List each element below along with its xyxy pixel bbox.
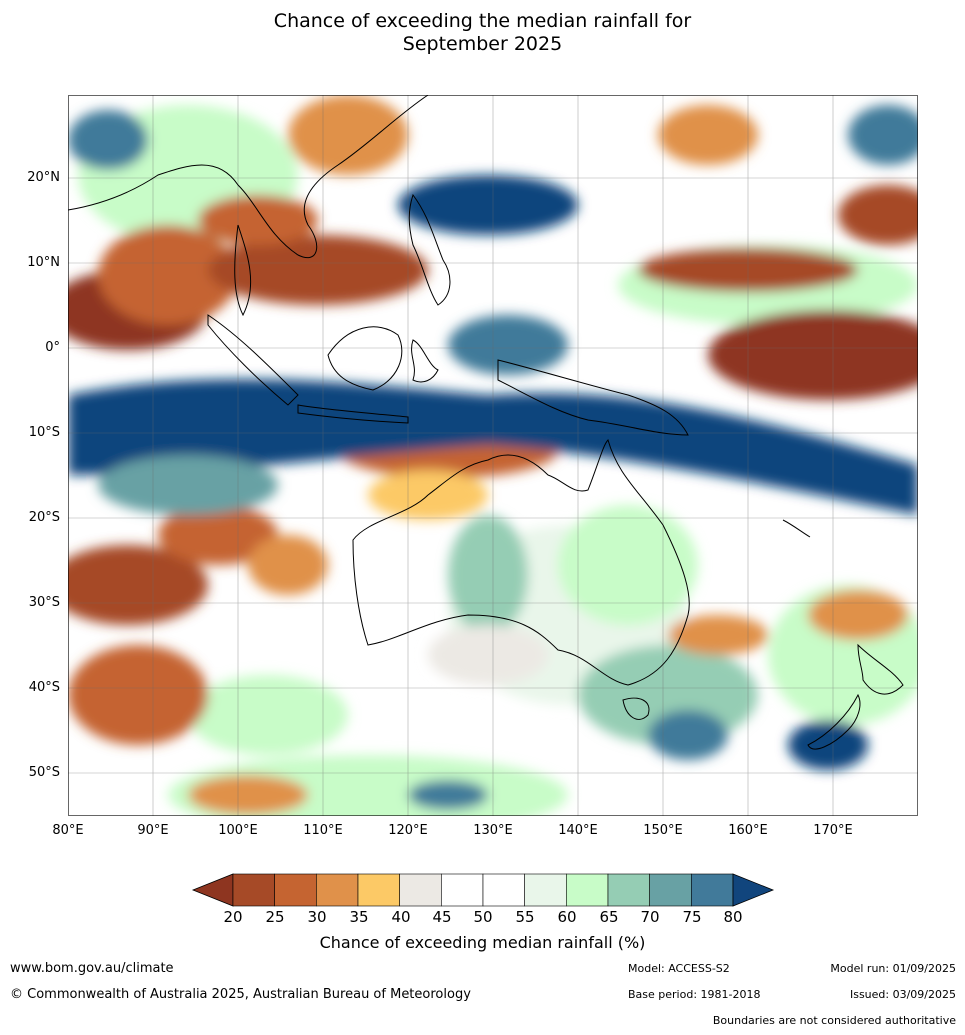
colorbar-cell [691, 873, 734, 907]
x-tick-label: 160°E [728, 823, 768, 838]
x-tick-label: 100°E [218, 823, 258, 838]
philippines-coastline [408, 193, 451, 306]
colorbar-tick-label: 65 [599, 908, 619, 926]
copyright-text: © Commonwealth of Australia 2025, Austra… [10, 987, 471, 1002]
colorbar-tick-label: 45 [432, 908, 452, 926]
y-tick-label: 20°S [28, 510, 60, 525]
disclaimer-text: Boundaries are not considered authoritat… [712, 1014, 956, 1027]
y-tick-label: 50°S [28, 765, 60, 780]
model-run-text: Model run: 01/09/2025 [830, 962, 956, 975]
website-link[interactable]: www.bom.gov.au/climate [10, 961, 174, 976]
colorbar-tick-label: 30 [307, 908, 327, 926]
sumatra-coastline [207, 314, 299, 406]
title-line-1: Chance of exceeding the median rainfall … [273, 10, 692, 32]
model-text: Model: ACCESS-S2 [628, 962, 730, 975]
borneo-coastline [327, 326, 403, 391]
colorbar-tick-label: 75 [682, 908, 702, 926]
colorbar-tick-label: 70 [640, 908, 660, 926]
y-tick-label: 10°S [28, 425, 60, 440]
tasmania-coastline [622, 697, 650, 720]
colorbar-over-triangle [732, 873, 775, 907]
rainfall-probability-map [68, 95, 918, 816]
colorbar-tick-label: 25 [265, 908, 285, 926]
colorbar-tick-label: 80 [723, 908, 743, 926]
x-tick-label: 90°E [137, 823, 169, 838]
colorbar-cell [441, 873, 484, 907]
mainland-asia-coastline [68, 95, 429, 259]
new-zealand-north-coastline [857, 643, 904, 695]
colorbar-tick-label: 50 [473, 908, 493, 926]
colorbar-cell [566, 873, 609, 907]
australia-coastline [352, 439, 690, 686]
colorbar-under-triangle [191, 873, 234, 907]
colorbar-cells [232, 873, 734, 907]
colorbar-cell [316, 873, 359, 907]
x-tick-label: 110°E [303, 823, 343, 838]
y-tick-label: 20°N [27, 170, 60, 185]
colorbar-tick-label: 60 [557, 908, 577, 926]
map-frame [68, 95, 918, 816]
x-tick-label: 130°E [473, 823, 513, 838]
colorbar-cell [232, 873, 275, 907]
map-title: Chance of exceeding the median rainfall … [0, 10, 965, 56]
coastlines [68, 95, 904, 750]
y-tick-label: 30°S [28, 595, 60, 610]
x-tick-label: 140°E [558, 823, 598, 838]
x-tick-label: 120°E [388, 823, 428, 838]
colorbar [191, 873, 775, 907]
colorbar-cell [482, 873, 525, 907]
indochina-coastline [234, 224, 252, 317]
colorbar-tick-label: 40 [391, 908, 411, 926]
colorbar-cell [399, 873, 442, 907]
colorbar-label: Chance of exceeding median rainfall (%) [319, 933, 646, 952]
colorbar-tick-label: 20 [223, 908, 243, 926]
new-guinea-coastline [497, 359, 689, 436]
colorbar-cell [357, 873, 400, 907]
x-tick-label: 80°E [52, 823, 84, 838]
probability-field [68, 95, 918, 816]
y-tick-label: 10°N [27, 255, 60, 270]
colorbar-cell [274, 873, 317, 907]
issued-text: Issued: 03/09/2025 [849, 988, 956, 1001]
x-tick-label: 150°E [643, 823, 683, 838]
colorbar-tick-label: 35 [349, 908, 369, 926]
sulawesi-coastline [411, 339, 439, 383]
colorbar-cell [607, 873, 650, 907]
new-zealand-south-coastline [807, 693, 861, 750]
y-tick-label: 0° [45, 340, 60, 355]
new-caledonia-coastline [782, 519, 811, 538]
x-tick-label: 170°E [813, 823, 853, 838]
y-tick-label: 40°S [28, 680, 60, 695]
colorbar-cell [524, 873, 567, 907]
colorbar-tick-label: 55 [515, 908, 535, 926]
java-coastline [297, 404, 409, 424]
map-gridlines [68, 95, 918, 816]
base-period-text: Base period: 1981-2018 [628, 988, 761, 1001]
colorbar-cell [649, 873, 692, 907]
title-line-2: September 2025 [402, 33, 563, 55]
